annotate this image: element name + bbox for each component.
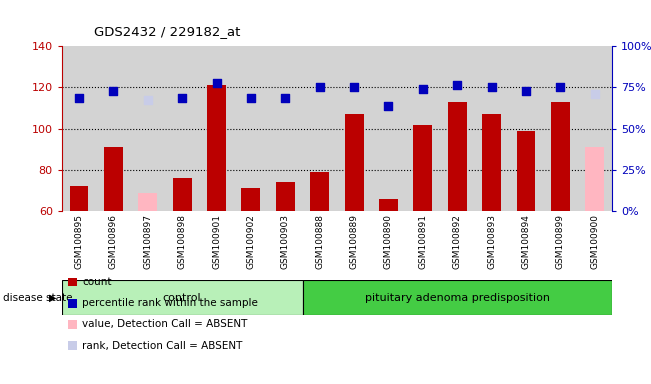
Bar	[344, 114, 363, 211]
Text: percentile rank within the sample: percentile rank within the sample	[82, 298, 258, 308]
Point	[486, 84, 497, 91]
Text: control: control	[163, 293, 202, 303]
Point	[418, 86, 428, 93]
Bar	[551, 102, 570, 211]
Point	[280, 94, 290, 101]
Bar	[70, 187, 89, 211]
Point	[555, 84, 566, 91]
Point	[452, 82, 462, 88]
Bar	[207, 85, 226, 211]
Point	[245, 94, 256, 101]
Bar	[448, 102, 467, 211]
Point	[212, 80, 222, 86]
Text: rank, Detection Call = ABSENT: rank, Detection Call = ABSENT	[82, 341, 242, 351]
Point	[314, 84, 325, 91]
Point	[590, 91, 600, 97]
Bar	[242, 189, 260, 211]
Text: ▶: ▶	[49, 293, 57, 303]
Point	[383, 103, 394, 109]
Point	[521, 88, 531, 94]
Text: GDS2432 / 229182_at: GDS2432 / 229182_at	[94, 25, 241, 38]
Bar	[173, 178, 191, 211]
Text: pituitary adenoma predisposition: pituitary adenoma predisposition	[365, 293, 549, 303]
Point	[108, 88, 118, 94]
Bar	[516, 131, 535, 211]
Bar	[311, 172, 329, 211]
Point	[349, 84, 359, 91]
Bar	[276, 182, 295, 211]
Bar	[379, 199, 398, 211]
Text: count: count	[82, 277, 111, 287]
Bar	[413, 124, 432, 211]
Text: value, Detection Call = ABSENT: value, Detection Call = ABSENT	[82, 319, 247, 329]
Point	[74, 94, 84, 101]
Point	[143, 97, 153, 103]
Bar	[104, 147, 123, 211]
Bar	[303, 280, 612, 315]
Text: disease state: disease state	[3, 293, 73, 303]
Bar	[482, 114, 501, 211]
Bar	[139, 193, 158, 211]
Bar	[585, 147, 604, 211]
Point	[177, 94, 187, 101]
Bar	[62, 280, 303, 315]
